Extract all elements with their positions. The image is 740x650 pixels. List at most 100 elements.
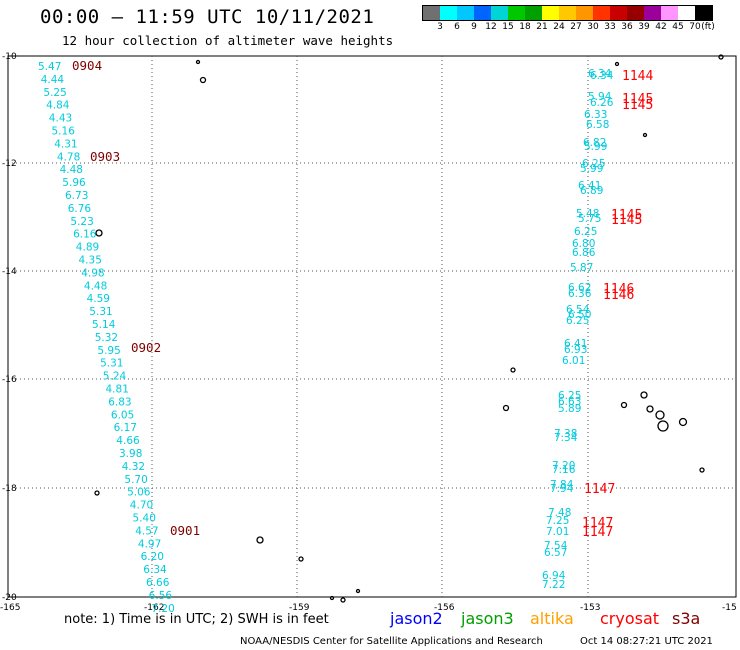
wave-height-value: 6.34: [588, 68, 612, 80]
wave-height-value: 6.33: [584, 109, 607, 121]
wave-height-value: 7.01: [546, 526, 569, 538]
wave-height-value: 7.48: [548, 507, 571, 519]
island-outline: [94, 490, 100, 496]
wave-height-value: 6.25: [566, 315, 589, 327]
island-outline: [195, 59, 201, 65]
wave-height-value: 6.82: [583, 137, 606, 149]
wave-height-value: 3.98: [119, 448, 142, 460]
wave-height-value: 6.54: [566, 304, 590, 316]
legend-swatch: [644, 6, 661, 20]
wave-height-value: 4.43: [49, 113, 72, 125]
wave-height-value: 5.47: [38, 61, 61, 73]
wave-height-value: 6.80: [572, 238, 595, 250]
island-outline: [640, 391, 648, 399]
wave-height-value: 4.78: [57, 151, 80, 163]
wave-height-value: 5.89: [558, 403, 581, 415]
credit-line: NOAA/NESDIS Center for Satellite Applica…: [240, 636, 543, 647]
legend-swatch: [508, 6, 525, 20]
legend-tick-label: 12: [485, 22, 497, 32]
latitude-label: -18: [2, 484, 17, 494]
wave-height-value: 6.86: [572, 247, 596, 259]
wave-height-value: 7.16: [552, 464, 576, 476]
wave-height-value: 7.25: [546, 515, 569, 527]
wave-height-value: 6.41: [564, 338, 587, 350]
pass-time-label: 1145: [611, 213, 642, 228]
satellite-name: jason3: [461, 609, 514, 628]
wave-height-value: 5.06: [127, 487, 151, 499]
satellite-name: s3a: [672, 609, 701, 628]
wave-height-value: 6.25: [558, 390, 581, 402]
wave-height-value: 4.48: [84, 280, 107, 292]
wave-height-value: 4.32: [122, 461, 145, 473]
legend-swatch: [610, 6, 627, 20]
pass-time-label: 0904: [72, 58, 102, 73]
wave-height-value: 7.94: [550, 483, 574, 495]
wave-height-value: 6.73: [65, 190, 88, 202]
wave-height-value: 6.20: [141, 551, 164, 563]
island-outline: [646, 405, 654, 413]
wave-height-value: 5.87: [570, 262, 593, 274]
wave-height-value: 5.31: [100, 358, 123, 370]
wave-height-value: 4.81: [106, 384, 129, 396]
legend-tick-label: 42: [655, 22, 667, 32]
longitude-label: -156: [434, 603, 455, 613]
wave-height-value: 6.57: [544, 547, 567, 559]
latitude-label: -14: [2, 267, 17, 277]
wave-height-value: 6.56: [149, 590, 173, 602]
island-outline: [199, 76, 207, 84]
pass-time-label: 1146: [603, 288, 634, 303]
wave-height-value: 5.31: [89, 306, 112, 318]
pass-time-label: 1145: [611, 208, 642, 223]
wave-height-value: 4.89: [76, 242, 99, 254]
legend-tick-label: 3: [437, 22, 443, 32]
wave-height-value: 4.59: [87, 293, 110, 305]
satellite-name: cryosat: [600, 609, 660, 628]
pass-time-label: 1146: [603, 282, 634, 297]
legend-swatch: [491, 6, 508, 20]
wave-height-value: 5.95: [97, 345, 120, 357]
wave-height-value: 6.66: [146, 577, 170, 589]
wave-height-value: 5.70: [124, 474, 147, 486]
legend-swatch: [440, 6, 457, 20]
island-outline: [642, 132, 648, 138]
legend-swatch: [678, 6, 695, 20]
wave-height-value: 6.93: [564, 344, 587, 356]
wave-height-value: 7.20: [552, 460, 575, 472]
wave-height-value: 7.34: [554, 432, 578, 444]
wave-height-value: 6.17: [114, 422, 137, 434]
legend-tick-label: 70: [689, 22, 701, 32]
map-frame: [7, 55, 737, 598]
page-subtitle: 12 hour collection of altimeter wave hei…: [62, 33, 394, 48]
wave-height-value: 5.94: [588, 91, 612, 103]
wave-height-value: 4.44: [41, 74, 65, 86]
legend-unit: (ft): [701, 22, 715, 32]
wave-height-value: 4.48: [60, 164, 83, 176]
latitude-label: -12: [2, 159, 17, 169]
legend-tick-label: 36: [621, 22, 633, 32]
wave-height-value: 5.99: [584, 141, 607, 153]
island-outline: [614, 61, 620, 67]
wave-height-value: 5.24: [103, 371, 127, 383]
legend-tick-label: 6: [454, 22, 460, 32]
island-outline: [329, 595, 335, 601]
wave-height-value: 6.94: [542, 570, 566, 582]
wave-height-value: 5.96: [62, 177, 86, 189]
satellite-name: altika: [530, 609, 574, 628]
island-outline: [355, 588, 361, 594]
legend-tick-label: 45: [672, 22, 684, 32]
wave-height-value: 5.75: [578, 213, 601, 225]
legend-color-bar: [422, 5, 713, 21]
legend-swatch: [457, 6, 474, 20]
wave-height-value: 6.76: [68, 203, 92, 215]
legend-swatch: [695, 6, 712, 20]
latitude-label: -10: [2, 52, 17, 62]
island-outline: [699, 467, 705, 473]
page-title: 00:00 – 11:59 UTC 10/11/2021: [40, 6, 375, 28]
wave-height-value: 5.32: [95, 332, 118, 344]
wave-height-value: 6.16: [73, 229, 97, 241]
wave-height-value: 6.41: [578, 180, 601, 192]
wave-height-value: 7.38: [554, 428, 577, 440]
legend-tick-label: 27: [570, 22, 582, 32]
legend-swatch: [474, 6, 491, 20]
